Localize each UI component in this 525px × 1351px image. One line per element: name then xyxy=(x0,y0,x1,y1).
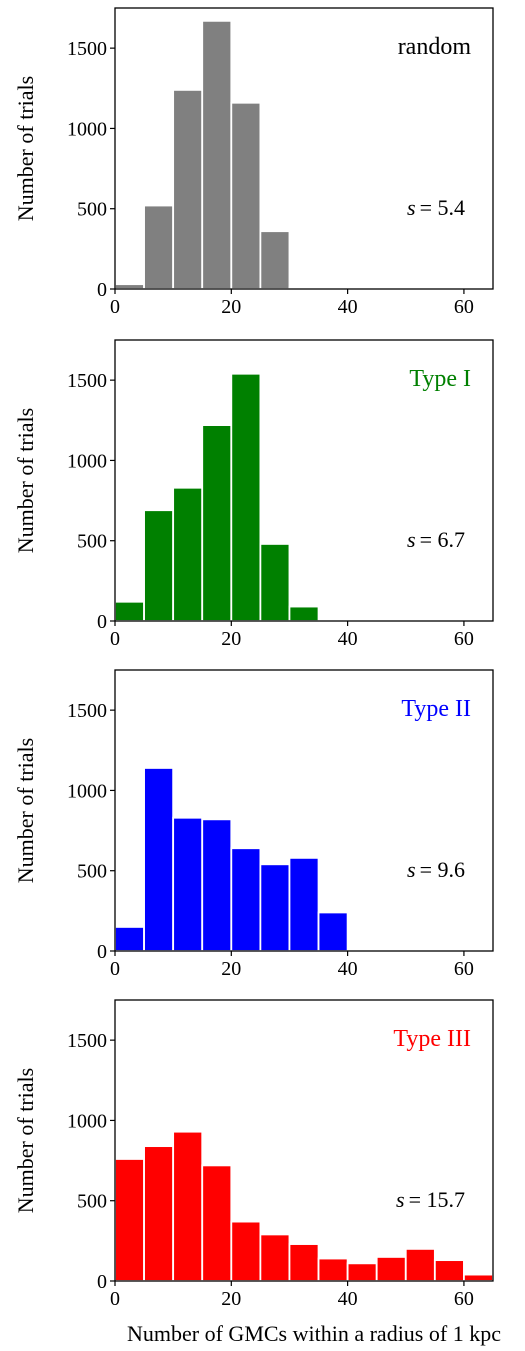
histogram-bar xyxy=(288,605,320,622)
s-symbol: s xyxy=(407,527,416,552)
y-tick-label: 500 xyxy=(77,1191,107,1213)
panel-1: 0 20 40 60 0 500 1000 1500 Number of trials rando… xyxy=(13,7,494,318)
histogram-bar xyxy=(259,230,291,290)
axes-frame xyxy=(114,7,494,290)
y-tick-label: 0 xyxy=(97,611,107,633)
y-axis-label: Number of trials xyxy=(13,408,38,553)
y-tick-label: 1500 xyxy=(67,1030,107,1052)
x-tick-label: 0 xyxy=(110,958,120,980)
x-tick-label: 0 xyxy=(110,628,120,650)
y-tick-label: 0 xyxy=(97,279,107,301)
histogram-bar xyxy=(230,101,262,290)
histogram-bar xyxy=(230,1220,262,1282)
y-tick-label: 500 xyxy=(77,861,107,883)
histogram-bar xyxy=(346,1262,378,1282)
histogram-bar xyxy=(143,1145,175,1282)
histogram-bar xyxy=(288,1243,320,1282)
histogram-bar xyxy=(230,372,262,622)
histogram-bar xyxy=(404,1247,436,1282)
s-value: = 9.6 xyxy=(420,857,465,882)
axes-frame xyxy=(114,339,494,622)
histogram-bar xyxy=(172,1130,204,1282)
histogram-bar xyxy=(259,1233,291,1282)
histogram-bar xyxy=(259,543,291,622)
histogram-bar xyxy=(230,847,262,952)
panel-2: 0 20 40 60 0 500 1000 1500 Number of trials Type … xyxy=(13,339,494,650)
histogram-bar xyxy=(201,1164,233,1282)
s-annotation: s = 6.7 xyxy=(407,527,465,552)
histogram-bar xyxy=(114,283,145,290)
y-tick-label: 1000 xyxy=(67,780,107,802)
y-axis-label: Number of trials xyxy=(13,738,38,883)
panel-4: 0 20 40 60 0 500 1000 1500 Number of trials Type … xyxy=(13,999,501,1346)
axes-frame xyxy=(114,999,494,1282)
panel-label: Type II xyxy=(401,696,471,722)
histogram-bar xyxy=(114,1158,145,1282)
s-annotation: s = 15.7 xyxy=(396,1187,465,1212)
histogram-bar xyxy=(114,600,145,622)
histogram-bar xyxy=(259,863,291,952)
panel-label: Type I xyxy=(409,366,471,392)
x-tick-label: 40 xyxy=(338,296,358,318)
histogram-bar xyxy=(143,509,175,622)
s-symbol: s xyxy=(407,857,416,882)
x-tick-label: 20 xyxy=(221,628,241,650)
histogram-bar xyxy=(433,1259,465,1282)
s-symbol: s xyxy=(407,195,416,220)
x-tick-label: 20 xyxy=(221,296,241,318)
x-tick-label: 60 xyxy=(454,1288,474,1310)
x-tick-label: 60 xyxy=(454,628,474,650)
histogram-bar xyxy=(317,1257,349,1282)
histogram-bar xyxy=(463,1273,494,1282)
y-tick-label: 1500 xyxy=(67,370,107,392)
y-tick-label: 1500 xyxy=(67,700,107,722)
y-tick-label: 0 xyxy=(97,1271,107,1293)
histogram-bar xyxy=(172,486,204,622)
histogram-bar xyxy=(201,818,233,952)
x-tick-label: 40 xyxy=(338,958,358,980)
y-axis-label: Number of trials xyxy=(13,76,38,221)
y-axis-label: Number of trials xyxy=(13,1068,38,1213)
y-tick-label: 500 xyxy=(77,531,107,553)
histogram-bar xyxy=(143,204,175,290)
y-tick-label: 1000 xyxy=(67,450,107,472)
histogram-bar xyxy=(288,856,320,952)
histogram-bar xyxy=(114,926,145,952)
x-tick-label: 40 xyxy=(338,1288,358,1310)
s-value: = 6.7 xyxy=(420,527,465,552)
y-tick-label: 0 xyxy=(97,941,107,963)
axes-frame xyxy=(114,669,494,952)
x-tick-label: 40 xyxy=(338,628,358,650)
s-symbol: s xyxy=(396,1187,405,1212)
y-tick-label: 1000 xyxy=(67,1110,107,1132)
y-tick-label: 500 xyxy=(77,199,107,221)
x-axis-label: Number of GMCs within a radius of 1 kpc xyxy=(127,1321,501,1346)
histogram-bar xyxy=(201,424,233,622)
histogram-bar xyxy=(143,767,175,952)
s-annotation: s = 5.4 xyxy=(407,195,465,220)
x-tick-label: 20 xyxy=(221,958,241,980)
histogram-bar xyxy=(201,19,233,290)
x-tick-label: 60 xyxy=(454,296,474,318)
panel-3: 0 20 40 60 0 500 1000 1500 Number of trials Type … xyxy=(13,669,494,980)
s-annotation: s = 9.6 xyxy=(407,857,465,882)
panel-label: Type III xyxy=(393,1026,471,1052)
histogram-bar xyxy=(317,911,349,952)
x-tick-label: 0 xyxy=(110,1288,120,1310)
x-tick-label: 0 xyxy=(110,296,120,318)
histogram-bar xyxy=(375,1256,407,1282)
x-tick-label: 60 xyxy=(454,958,474,980)
x-tick-label: 20 xyxy=(221,1288,241,1310)
histogram-bar xyxy=(172,816,204,952)
y-tick-label: 1500 xyxy=(67,38,107,60)
histogram-bar xyxy=(172,88,204,290)
s-value: = 5.4 xyxy=(420,195,465,220)
y-tick-label: 1000 xyxy=(67,118,107,140)
panel-label: random xyxy=(398,34,472,60)
s-value: = 15.7 xyxy=(409,1187,465,1212)
